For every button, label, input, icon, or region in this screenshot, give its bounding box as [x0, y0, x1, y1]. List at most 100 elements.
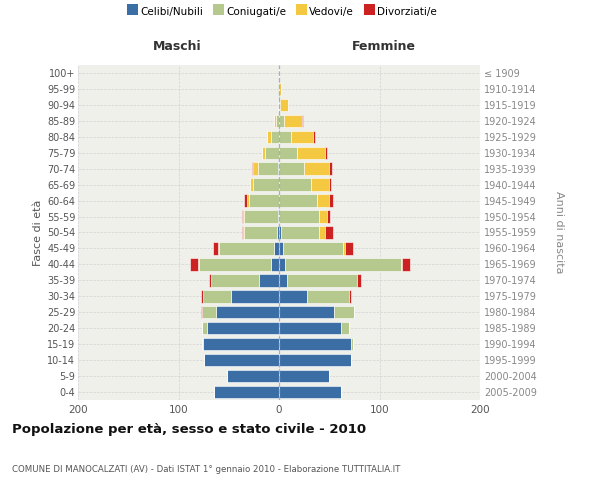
Bar: [212, 242, 218, 254]
Bar: [346, 242, 353, 254]
Bar: [278, 98, 279, 111]
Legend: Celibi/Nubili, Coniugati/e, Vedovi/e, Divorziati/e: Celibi/Nubili, Coniugati/e, Vedovi/e, Di…: [123, 2, 441, 21]
Bar: [203, 338, 279, 350]
Bar: [271, 130, 279, 143]
Bar: [317, 194, 329, 207]
Bar: [279, 82, 281, 95]
Bar: [349, 290, 352, 302]
Bar: [265, 146, 279, 159]
Bar: [279, 274, 287, 286]
Bar: [209, 274, 211, 286]
Bar: [242, 210, 243, 223]
Text: Femmine: Femmine: [352, 40, 416, 54]
Bar: [244, 226, 277, 238]
Bar: [203, 354, 279, 366]
Bar: [206, 322, 279, 334]
Bar: [202, 306, 215, 318]
Bar: [203, 290, 231, 302]
Bar: [274, 242, 279, 254]
Bar: [227, 370, 279, 382]
Bar: [279, 354, 352, 366]
Bar: [279, 242, 283, 254]
Bar: [271, 258, 279, 270]
Bar: [197, 258, 199, 270]
Bar: [358, 274, 361, 286]
Bar: [334, 306, 355, 318]
Bar: [279, 130, 291, 143]
Bar: [267, 130, 271, 143]
Bar: [278, 210, 279, 223]
Bar: [190, 258, 197, 270]
Bar: [242, 226, 243, 238]
Bar: [274, 114, 276, 127]
Bar: [202, 322, 206, 334]
Bar: [329, 194, 333, 207]
Bar: [302, 114, 303, 127]
Bar: [279, 338, 352, 350]
Bar: [279, 146, 297, 159]
Bar: [283, 242, 343, 254]
Bar: [279, 370, 329, 382]
Bar: [252, 162, 253, 175]
Bar: [202, 338, 203, 350]
Bar: [231, 290, 279, 302]
Bar: [253, 162, 258, 175]
Bar: [341, 322, 349, 334]
Bar: [281, 226, 319, 238]
Bar: [325, 226, 333, 238]
Bar: [279, 258, 285, 270]
Bar: [200, 306, 202, 318]
Bar: [313, 130, 315, 143]
Bar: [307, 290, 349, 302]
Bar: [244, 194, 247, 207]
Bar: [262, 146, 265, 159]
Bar: [343, 242, 346, 254]
Bar: [279, 290, 307, 302]
Bar: [279, 322, 341, 334]
Bar: [279, 226, 281, 238]
Bar: [247, 194, 249, 207]
Text: COMUNE DI MANOCALZATI (AV) - Dati ISTAT 1° gennaio 2010 - Elaborazione TUTTITALI: COMUNE DI MANOCALZATI (AV) - Dati ISTAT …: [12, 466, 400, 474]
Bar: [327, 210, 330, 223]
Bar: [329, 162, 332, 175]
Bar: [279, 210, 319, 223]
Bar: [215, 306, 279, 318]
Bar: [325, 146, 327, 159]
Bar: [214, 386, 279, 398]
Bar: [200, 290, 203, 302]
Bar: [243, 226, 244, 238]
Bar: [287, 274, 358, 286]
Bar: [319, 210, 327, 223]
Bar: [279, 162, 304, 175]
Bar: [219, 242, 274, 254]
Bar: [285, 258, 401, 270]
Text: Popolazione per età, sesso e stato civile - 2010: Popolazione per età, sesso e stato civil…: [12, 422, 366, 436]
Bar: [249, 194, 279, 207]
Bar: [243, 210, 244, 223]
Y-axis label: Fasce di età: Fasce di età: [32, 200, 43, 266]
Bar: [279, 194, 317, 207]
Bar: [304, 162, 329, 175]
Bar: [284, 114, 302, 127]
Bar: [352, 338, 353, 350]
Y-axis label: Anni di nascita: Anni di nascita: [554, 191, 564, 274]
Bar: [279, 98, 280, 111]
Bar: [280, 98, 288, 111]
Bar: [250, 178, 253, 191]
Bar: [199, 258, 271, 270]
Bar: [279, 178, 311, 191]
Bar: [297, 146, 325, 159]
Bar: [279, 114, 284, 127]
Bar: [319, 226, 325, 238]
Bar: [276, 114, 279, 127]
Bar: [401, 258, 410, 270]
Bar: [259, 274, 279, 286]
Bar: [291, 130, 313, 143]
Bar: [211, 274, 259, 286]
Bar: [329, 178, 331, 191]
Bar: [278, 162, 279, 175]
Bar: [311, 178, 329, 191]
Bar: [277, 226, 279, 238]
Text: Maschi: Maschi: [152, 40, 202, 54]
Bar: [244, 210, 278, 223]
